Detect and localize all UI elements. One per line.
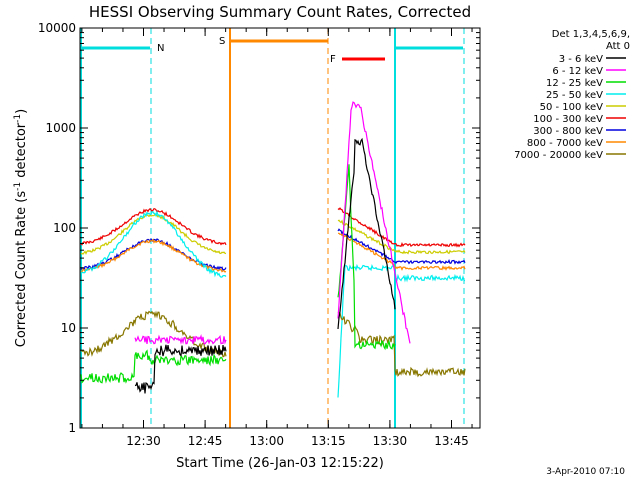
x-tick-label: 13:45 [434,434,469,448]
series-line-800-7000-kev [81,238,227,273]
series-line-12-25-kev [337,164,396,351]
x-axis-label: Start Time (26-Jan-03 12:15:22) [176,456,384,471]
series-line-7000-20000-kev [337,311,466,378]
series-line-6-12-kev [134,333,227,345]
x-tick-label: 13:30 [373,434,408,448]
legend-entry-label: 7000 - 20000 keV [514,150,603,161]
saa-marker: S [219,36,225,47]
series-line-50-100-kev [337,219,466,255]
chart-title: HESSI Observing Summary Count Rates, Cor… [89,3,471,21]
series-line-50-100-kev [80,213,227,255]
legend-entry-label: 300 - 800 keV [533,126,603,137]
night-marker: N [157,43,164,54]
y-axis-label: Corrected Count Rate (s-1 detector-1) [13,109,29,347]
x-axis: 12:30 12:45 13:00 13:15 13:30 13:45 [81,28,473,448]
legend-header: Det 1,3,4,5,6,9, [552,29,630,40]
y-tick-label: 1 [68,421,76,435]
y-tick-label: 10000 [38,21,76,35]
x-tick-label: 13:15 [311,434,346,448]
series-line-12-25-kev [80,349,227,384]
legend-entry-label: 800 - 7000 keV [527,138,603,149]
series-line-800-7000-kev [338,232,466,271]
x-tick-label: 12:30 [126,434,161,448]
legend-entry-label: 6 - 12 keV [552,66,603,77]
legend-entry-label: 25 - 50 keV [546,90,603,101]
y-axis: 1 10 100 1000 10000 [38,21,480,435]
x-tick-label: 12:45 [188,434,223,448]
y-tick-label: 100 [53,221,76,235]
series-line-3-6-kev [337,137,396,330]
x-tick-label: 13:00 [249,434,284,448]
y-tick-label: 10 [61,321,76,335]
series-line-100-300-kev [80,207,227,246]
series-line-25-50-kev [337,263,466,398]
series-line-7000-20000-kev [80,310,227,358]
y-tick-label: 1000 [45,121,76,135]
legend-entry-label: 3 - 6 keV [559,54,603,65]
observing-bands: N S F [80,28,465,428]
legend-entry-label: 50 - 100 keV [540,102,604,113]
series-line-6-12-kev [337,101,411,344]
plot-frame [79,27,481,429]
series-line-100-300-kev [337,207,466,248]
legend-header: Att 0 [606,41,630,52]
flare-marker: F [330,54,336,65]
legend-entry-label: 12 - 25 keV [546,78,603,89]
series-line-3-6-kev [134,344,227,394]
series-line-25-50-kev [80,210,227,278]
legend-entry-label: 100 - 300 keV [533,114,603,125]
series-lines [80,101,466,398]
footer-timestamp: 3-Apr-2010 07:10 [546,467,625,477]
